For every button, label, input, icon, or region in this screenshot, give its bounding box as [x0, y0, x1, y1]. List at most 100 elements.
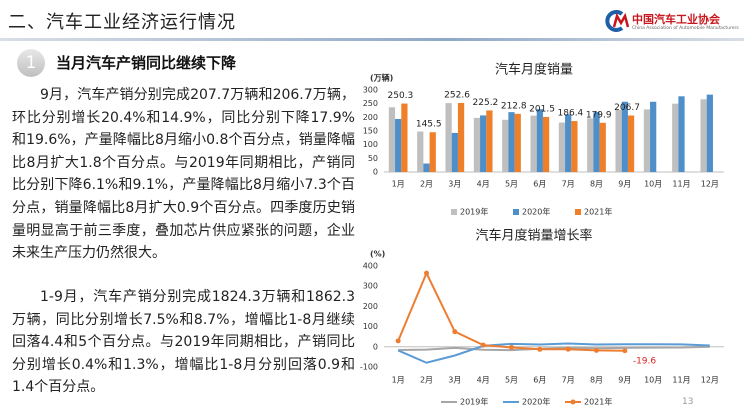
- x-tick-label: 8月: [590, 376, 603, 385]
- point: [622, 348, 628, 354]
- logo-name: 中国汽车工业协会: [632, 13, 720, 26]
- bar: [587, 118, 594, 172]
- data-label: 179.9: [586, 110, 612, 120]
- legend-label: 2019年: [460, 207, 488, 217]
- bar: [514, 113, 521, 172]
- logo-m: [612, 12, 630, 28]
- bar: [423, 163, 430, 172]
- bar: [502, 119, 509, 172]
- bar: [599, 122, 606, 172]
- y-tick-label: 200: [363, 302, 378, 311]
- bar: [457, 102, 465, 172]
- x-tick-label: 6月: [533, 376, 546, 385]
- section-number: 1: [17, 49, 45, 77]
- x-tick-label: 1月: [392, 180, 405, 189]
- page-number: 13: [682, 397, 694, 407]
- header-bar: [0, 38, 744, 41]
- x-tick-label: 10月: [644, 180, 662, 189]
- y-tick-label: 300: [363, 282, 378, 291]
- data-label: -19.6: [633, 356, 657, 366]
- bar: [542, 116, 550, 172]
- data-label: 206.7: [614, 103, 640, 113]
- bar: [643, 109, 651, 172]
- legend-label: 2019年: [460, 397, 488, 407]
- y-tick-label: 300: [363, 86, 378, 95]
- x-tick-label: 5月: [505, 376, 518, 385]
- x-tick-label: 7月: [562, 180, 575, 189]
- bar: [530, 115, 537, 172]
- y-tick-label: 50: [368, 154, 378, 163]
- y-tick-label: 400: [363, 262, 378, 271]
- bar: [565, 114, 572, 172]
- logo-english: China Association of Automobile Manufact…: [632, 26, 739, 31]
- data-label: 186.4: [558, 109, 584, 119]
- data-label: 145.5: [416, 120, 442, 130]
- x-tick-label: 3月: [448, 180, 461, 189]
- bar: [571, 121, 578, 172]
- y-tick-label: 100: [363, 140, 378, 149]
- x-tick-label: 2月: [420, 376, 433, 385]
- series-line: [397, 342, 710, 364]
- bar: [627, 115, 635, 172]
- legend-label: 2021年: [584, 207, 612, 217]
- x-tick-label: 8月: [590, 180, 603, 189]
- y-tick-label: 100: [363, 322, 378, 331]
- point: [565, 346, 571, 352]
- paragraph: 9月，汽车产销分别完成207.7万辆和206.7万辆，环比分别增长20.4%和1…: [12, 87, 355, 262]
- point: [395, 338, 401, 344]
- x-tick-label: 12月: [701, 180, 719, 189]
- bar: [445, 103, 452, 172]
- logo-arc: [605, 10, 624, 32]
- point: [509, 344, 514, 350]
- bar: [700, 99, 707, 172]
- x-tick-label: 11月: [672, 376, 690, 385]
- legend-label: 2020年: [522, 207, 550, 217]
- x-tick-label: 10月: [644, 376, 662, 385]
- legend-label: 2020年: [522, 397, 550, 407]
- bar: [615, 109, 622, 172]
- bar: [395, 118, 402, 172]
- bar: [672, 103, 679, 172]
- bar: [678, 96, 685, 172]
- bar: [388, 107, 396, 172]
- y-tick-label: 200: [363, 113, 378, 122]
- unit-label: (%): [370, 250, 385, 259]
- x-tick-label: 2月: [420, 180, 433, 189]
- data-label: 250.3: [388, 91, 414, 101]
- header-title: 二、汽车工业经济运行情况: [8, 12, 236, 33]
- y-tick-label: 250: [363, 99, 378, 108]
- legend-swatch: [451, 209, 457, 215]
- bar: [473, 117, 481, 172]
- y-tick-label: -100: [360, 363, 378, 372]
- x-tick-label: 4月: [477, 180, 490, 189]
- legend-label: 2021年: [584, 397, 612, 407]
- bar: [706, 94, 713, 172]
- bar: [508, 112, 515, 172]
- bar: [536, 109, 543, 172]
- series-line: [397, 270, 625, 352]
- legend-swatch: [513, 209, 519, 215]
- data-label: 212.8: [501, 101, 527, 111]
- bar: [486, 110, 493, 172]
- x-tick-label: 9月: [618, 180, 631, 189]
- point: [452, 329, 458, 335]
- bar: [401, 103, 408, 172]
- bar: [451, 132, 458, 172]
- unit-label: (万辆): [370, 73, 393, 83]
- bar: [417, 131, 424, 172]
- chart-title: 汽车月度销量增长率: [475, 228, 592, 244]
- x-tick-label: 9月: [618, 376, 631, 385]
- bar: [558, 122, 566, 172]
- x-tick-label: 6月: [533, 180, 546, 189]
- y-tick-label: 150: [363, 127, 378, 136]
- bar: [593, 112, 600, 172]
- data-label: 201.5: [529, 104, 555, 114]
- x-tick-label: 12月: [701, 376, 719, 385]
- y-tick-label: 0: [373, 168, 378, 177]
- section-title: 当月汽车产销同比继续下降: [56, 54, 237, 72]
- x-tick-label: 11月: [672, 180, 690, 189]
- series-line: [398, 345, 710, 352]
- bar: [650, 101, 657, 172]
- x-tick-label: 1月: [392, 376, 405, 385]
